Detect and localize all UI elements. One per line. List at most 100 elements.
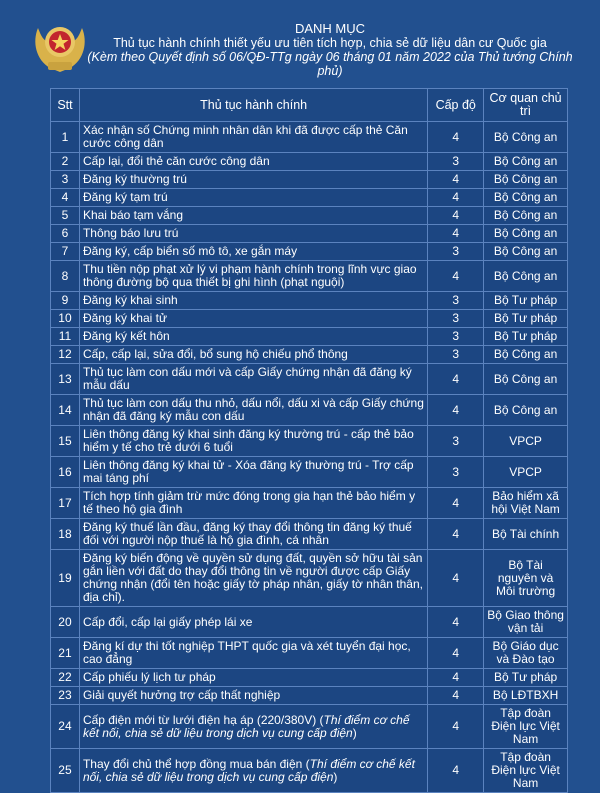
- police-emblem-icon: [35, 27, 85, 72]
- row-stt: 9: [50, 291, 80, 310]
- procedure-text: Liên thông đăng ký khai tử - Xóa đăng ký…: [82, 458, 414, 485]
- row-level: 4: [427, 394, 485, 426]
- procedure-text: Đăng ký, cấp biển số mô tô, xe gắn máy: [82, 244, 298, 258]
- table-row: 23 Giải quyết hưởng trợ cấp thất nghiệp 4 B…: [50, 686, 568, 705]
- row-level: 4: [427, 606, 485, 638]
- row-agency: Bộ Tư pháp: [483, 309, 568, 328]
- row-level: 4: [427, 206, 485, 225]
- row-stt: 11: [50, 327, 80, 346]
- procedure-text: Cấp điện mới từ lưới điện hạ áp (220/380…: [82, 712, 324, 727]
- row-agency: Bộ Công an: [483, 170, 568, 189]
- row-procedure: Cấp đổi, cấp lại giấy phép lái xe: [78, 606, 429, 638]
- row-agency: Bộ Công an: [483, 121, 568, 153]
- table-row: 22 Cấp phiếu lý lịch tư pháp 4 Bộ Tư pháp: [50, 668, 568, 687]
- procedure-text: Cấp, cấp lại, sửa đổi, bổ sung hộ chiếu …: [82, 347, 348, 361]
- procedure-text: Đăng ký thuế lần đầu, đăng ký thay đổi t…: [82, 520, 412, 547]
- procedure-text: Đăng ký tạm trú: [82, 190, 168, 204]
- row-procedure: Thu tiền nộp phạt xử lý vi phạm hành chí…: [78, 260, 429, 292]
- row-level: 4: [427, 518, 485, 550]
- row-level: 4: [427, 170, 485, 189]
- row-procedure: Thông báo lưu trú: [78, 224, 429, 243]
- procedure-text: Tích hợp tính giảm trừ mức đóng trong gi…: [82, 489, 416, 516]
- table-header-row: Stt Thủ tục hành chính Cấp độ Cơ quan ch…: [50, 88, 568, 122]
- row-procedure: Thủ tục làm con dấu mới và cấp Giấy chứn…: [78, 363, 429, 395]
- table-row: 18 Đăng ký thuế lần đầu, đăng ký thay đổi…: [50, 518, 568, 550]
- table-row: 5 Khai báo tạm vắng 4 Bộ Công an: [50, 206, 568, 225]
- row-agency: Bộ Công an: [483, 345, 568, 364]
- row-stt: 2: [50, 152, 80, 171]
- row-level: 3: [427, 152, 485, 171]
- row-procedure: Đăng ký khai tử: [78, 309, 429, 328]
- row-stt: 25: [50, 748, 80, 793]
- table-row: 20 Cấp đổi, cấp lại giấy phép lái xe 4 Bộ G…: [50, 606, 568, 638]
- row-level: 4: [427, 121, 485, 153]
- document-note: (Kèm theo Quyết định số 06/QĐ-TTg ngày 0…: [87, 50, 573, 78]
- procedure-note-end: ): [352, 725, 357, 740]
- procedure-text: Đăng ký kết hôn: [82, 329, 170, 343]
- row-stt: 1: [50, 121, 80, 153]
- row-level: 3: [427, 309, 485, 328]
- row-stt: 10: [50, 309, 80, 328]
- row-agency: Bộ Công an: [483, 224, 568, 243]
- procedure-text: Đăng ký khai tử: [82, 311, 168, 325]
- column-header-procedure: Thủ tục hành chính: [78, 88, 429, 122]
- row-stt: 18: [50, 518, 80, 550]
- procedure-text: Thay đổi chủ thể hợp đồng mua bán điện (: [82, 756, 310, 771]
- row-procedure: Đăng ký tạm trú: [78, 188, 429, 207]
- row-procedure: Thay đổi chủ thể hợp đồng mua bán điện (…: [78, 748, 429, 793]
- row-stt: 5: [50, 206, 80, 225]
- row-level: 4: [427, 260, 485, 292]
- row-stt: 12: [50, 345, 80, 364]
- row-stt: 8: [50, 260, 80, 292]
- table-row: 21 Đăng kí dự thi tốt nghiệp THPT quốc gi…: [50, 637, 568, 669]
- row-level: 4: [427, 487, 485, 519]
- procedure-text: Cấp đổi, cấp lại giấy phép lái xe: [82, 614, 253, 629]
- row-level: 4: [427, 748, 485, 793]
- row-procedure: Thủ tục làm con dấu thu nhỏ, dấu nổi, dấ…: [78, 394, 429, 426]
- row-level: 4: [427, 224, 485, 243]
- row-agency: Bảo hiểm xã hội Việt Nam: [483, 487, 568, 519]
- row-stt: 15: [50, 425, 80, 457]
- row-level: 3: [427, 242, 485, 261]
- row-stt: 6: [50, 224, 80, 243]
- row-procedure: Đăng ký kết hôn: [78, 327, 429, 346]
- row-procedure: Tích hợp tính giảm trừ mức đóng trong gi…: [78, 487, 429, 519]
- row-procedure: Khai báo tạm vắng: [78, 206, 429, 225]
- table-row: 19 Đăng ký biến động về quyền sử dụng đất…: [50, 549, 568, 607]
- procedure-text: Đăng ký biến động về quyền sử dụng đất, …: [82, 551, 423, 604]
- row-agency: Bộ Công an: [483, 260, 568, 292]
- row-level: 3: [427, 425, 485, 457]
- table-row: 8 Thu tiền nộp phạt xử lý vi phạm hành ch…: [50, 260, 568, 292]
- row-procedure: Giải quyết hưởng trợ cấp thất nghiệp: [78, 686, 429, 705]
- row-agency: Bộ Công an: [483, 394, 568, 426]
- row-agency: Bộ LĐTBXH: [483, 686, 568, 705]
- row-level: 3: [427, 327, 485, 346]
- row-stt: 24: [50, 704, 80, 749]
- row-procedure: Đăng ký thuế lần đầu, đăng ký thay đổi t…: [78, 518, 429, 550]
- table-row: 12 Cấp, cấp lại, sửa đổi, bổ sung hộ chiế…: [50, 345, 568, 364]
- procedures-table: Stt Thủ tục hành chính Cấp độ Cơ quan ch…: [50, 88, 568, 793]
- row-agency: Bộ Tư pháp: [483, 327, 568, 346]
- table-row: 1 Xác nhận số Chứng minh nhân dân khi đã …: [50, 121, 568, 153]
- row-procedure: Xác nhận số Chứng minh nhân dân khi đã đ…: [78, 121, 429, 153]
- procedure-text: Cấp phiếu lý lịch tư pháp: [82, 670, 216, 684]
- table-row: 13 Thủ tục làm con dấu mới và cấp Giấy ch…: [50, 363, 568, 395]
- row-stt: 17: [50, 487, 80, 519]
- procedure-text: Đăng ký khai sinh: [82, 293, 178, 307]
- row-procedure: Đăng ký, cấp biển số mô tô, xe gắn máy: [78, 242, 429, 261]
- procedure-text: Thủ tục làm con dấu thu nhỏ, dấu nổi, dấ…: [82, 396, 424, 423]
- table-row: 2 Cấp lại, đổi thẻ căn cước công dân 3 Bộ C…: [50, 152, 568, 171]
- document-header: DANH MỤC Thủ tục hành chính thiết yếu ưu…: [80, 22, 580, 79]
- procedure-text: Thủ tục làm con dấu mới và cấp Giấy chứn…: [82, 365, 412, 392]
- row-level: 4: [427, 363, 485, 395]
- row-agency: Bộ Công an: [483, 242, 568, 261]
- row-stt: 21: [50, 637, 80, 669]
- table-row: 17 Tích hợp tính giảm trừ mức đóng trong …: [50, 487, 568, 519]
- row-agency: Bộ Công an: [483, 206, 568, 225]
- row-stt: 20: [50, 606, 80, 638]
- row-procedure: Cấp, cấp lại, sửa đổi, bổ sung hộ chiếu …: [78, 345, 429, 364]
- row-stt: 19: [50, 549, 80, 607]
- row-agency: Bộ Giao thông vận tải: [483, 606, 568, 638]
- procedure-text: Xác nhận số Chứng minh nhân dân khi đã đ…: [82, 123, 408, 150]
- row-procedure: Đăng ký thường trú: [78, 170, 429, 189]
